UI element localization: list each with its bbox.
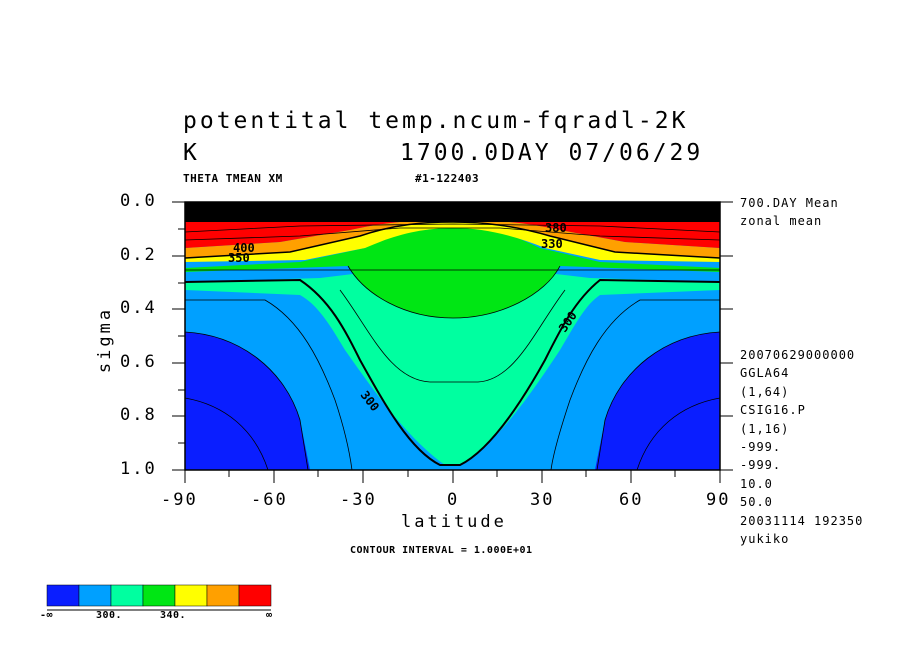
- side-line: (1,64): [740, 384, 790, 399]
- contour-interval: CONTOUR INTERVAL = 1.000E+01: [350, 545, 533, 556]
- x-tick-label: 30: [530, 490, 555, 510]
- y-tick-label: 0.6: [120, 352, 157, 372]
- colorbar: [46, 584, 272, 611]
- contour-upper-2: [185, 221, 720, 259]
- y-tick-label: 0.8: [120, 405, 157, 425]
- x-tick-label: -90: [161, 490, 198, 510]
- fill-band-350-plus: [185, 220, 720, 248]
- colorbar-label: ∞: [266, 610, 273, 621]
- side-line: zonal mean: [740, 214, 823, 228]
- side-line: 10.0: [740, 476, 773, 491]
- side-line: 700.DAY Mean: [740, 196, 839, 210]
- side-line: -999.: [740, 440, 782, 455]
- colorbar-swatch: [110, 584, 144, 607]
- x-tick-label: 0: [447, 490, 460, 510]
- contour-upper-4: [185, 223, 720, 233]
- contour-320: [339, 289, 566, 383]
- colorbar-label: 340.: [160, 610, 187, 621]
- contour-330: [347, 265, 561, 319]
- contour-300: [185, 278, 720, 466]
- y-tick-label: 0.0: [120, 191, 157, 211]
- contour-310: [185, 299, 353, 470]
- subtitle-left: THETA TMEAN XM: [183, 172, 283, 185]
- side-line: 50.0: [740, 495, 773, 510]
- side-line: CSIG16.P: [740, 403, 806, 418]
- side-line: 20031114 192350: [740, 513, 864, 528]
- chart-title-unit: K: [183, 140, 200, 166]
- side-line: -999.: [740, 458, 782, 473]
- contour-280-left: [185, 397, 269, 470]
- side-line: yukiko: [740, 532, 790, 547]
- side-info-top: 700.DAY Mean zonal mean: [740, 196, 839, 228]
- fill-band-320-330: [185, 224, 720, 318]
- side-info-bottom: 20070629000000 GGLA64 (1,64) CSIG16.P (1…: [740, 346, 863, 548]
- fill-band-cold-right: [595, 332, 720, 470]
- side-line: GGLA64: [740, 366, 790, 381]
- x-tick-label: 90: [706, 490, 731, 510]
- side-line: 20070629000000: [740, 348, 856, 362]
- colorbar-label: 300.: [96, 610, 123, 621]
- y-tick-label: 1.0: [120, 459, 157, 479]
- colorbar-swatch: [78, 584, 112, 607]
- y-tick-label: 0.2: [120, 245, 157, 265]
- fill-band-top: [185, 202, 720, 222]
- contour-label: 400: [233, 241, 255, 255]
- colorbar-swatch: [174, 584, 208, 607]
- contour-label: 380: [545, 221, 567, 235]
- colorbar-swatch: [206, 584, 240, 607]
- fill-band-330-340: [185, 222, 720, 262]
- chart-title-date: 1700.0DAY 07/06/29: [400, 140, 704, 166]
- x-tick-label: -60: [251, 490, 288, 510]
- contour-290-right: [596, 331, 720, 470]
- x-tick-label: -30: [340, 490, 377, 510]
- side-line: (1,16): [740, 421, 790, 436]
- x-axis-label: latitude: [401, 512, 507, 532]
- x-tick-label: 60: [619, 490, 644, 510]
- contour-290-left: [185, 331, 309, 470]
- contour-310-right: [550, 299, 720, 470]
- contour-280-right: [636, 397, 720, 470]
- fill-band-cold-left: [185, 332, 310, 470]
- colorbar-label: -∞: [40, 610, 54, 621]
- y-axis-label: sigma: [95, 306, 116, 374]
- contour-label: 330: [541, 237, 563, 251]
- colorbar-swatch: [142, 584, 176, 607]
- y-tick-label: 0.4: [120, 298, 157, 318]
- contour-upper-3: [185, 227, 720, 241]
- fill-band-310-320: [185, 262, 720, 465]
- contour-label: 350: [228, 251, 250, 265]
- chart-title-line1: potentital temp.ncum-fqradl-2K: [183, 108, 689, 134]
- colorbar-swatch: [238, 584, 272, 607]
- colorbar-swatch: [46, 584, 80, 607]
- subtitle-right: #1-122403: [415, 172, 480, 185]
